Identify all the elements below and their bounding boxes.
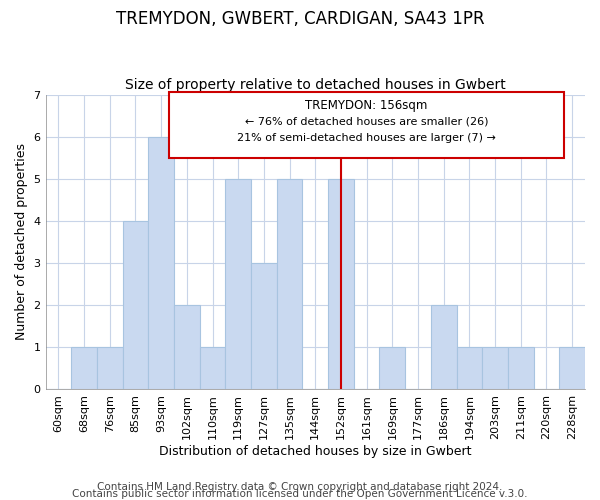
Text: TREMYDON: 156sqm: TREMYDON: 156sqm <box>305 100 428 112</box>
Bar <box>379 347 405 389</box>
Bar <box>251 263 277 389</box>
Y-axis label: Number of detached properties: Number of detached properties <box>15 144 28 340</box>
Bar <box>277 178 302 389</box>
Text: Contains HM Land Registry data © Crown copyright and database right 2024.: Contains HM Land Registry data © Crown c… <box>97 482 503 492</box>
Text: ← 76% of detached houses are smaller (26): ← 76% of detached houses are smaller (26… <box>245 117 488 127</box>
Text: 21% of semi-detached houses are larger (7) →: 21% of semi-detached houses are larger (… <box>237 133 496 143</box>
Bar <box>200 347 226 389</box>
Bar <box>122 220 148 389</box>
Bar <box>97 347 122 389</box>
Bar <box>328 178 354 389</box>
Bar <box>71 347 97 389</box>
Bar <box>559 347 585 389</box>
Text: TREMYDON, GWBERT, CARDIGAN, SA43 1PR: TREMYDON, GWBERT, CARDIGAN, SA43 1PR <box>116 10 484 28</box>
FancyBboxPatch shape <box>169 92 565 158</box>
Bar <box>457 347 482 389</box>
Bar <box>482 347 508 389</box>
Bar <box>174 305 200 389</box>
Bar <box>431 305 457 389</box>
Bar <box>226 178 251 389</box>
Text: Contains public sector information licensed under the Open Government Licence v.: Contains public sector information licen… <box>72 489 528 499</box>
Title: Size of property relative to detached houses in Gwbert: Size of property relative to detached ho… <box>125 78 506 92</box>
Bar <box>508 347 533 389</box>
Bar <box>148 136 174 389</box>
X-axis label: Distribution of detached houses by size in Gwbert: Distribution of detached houses by size … <box>159 444 472 458</box>
